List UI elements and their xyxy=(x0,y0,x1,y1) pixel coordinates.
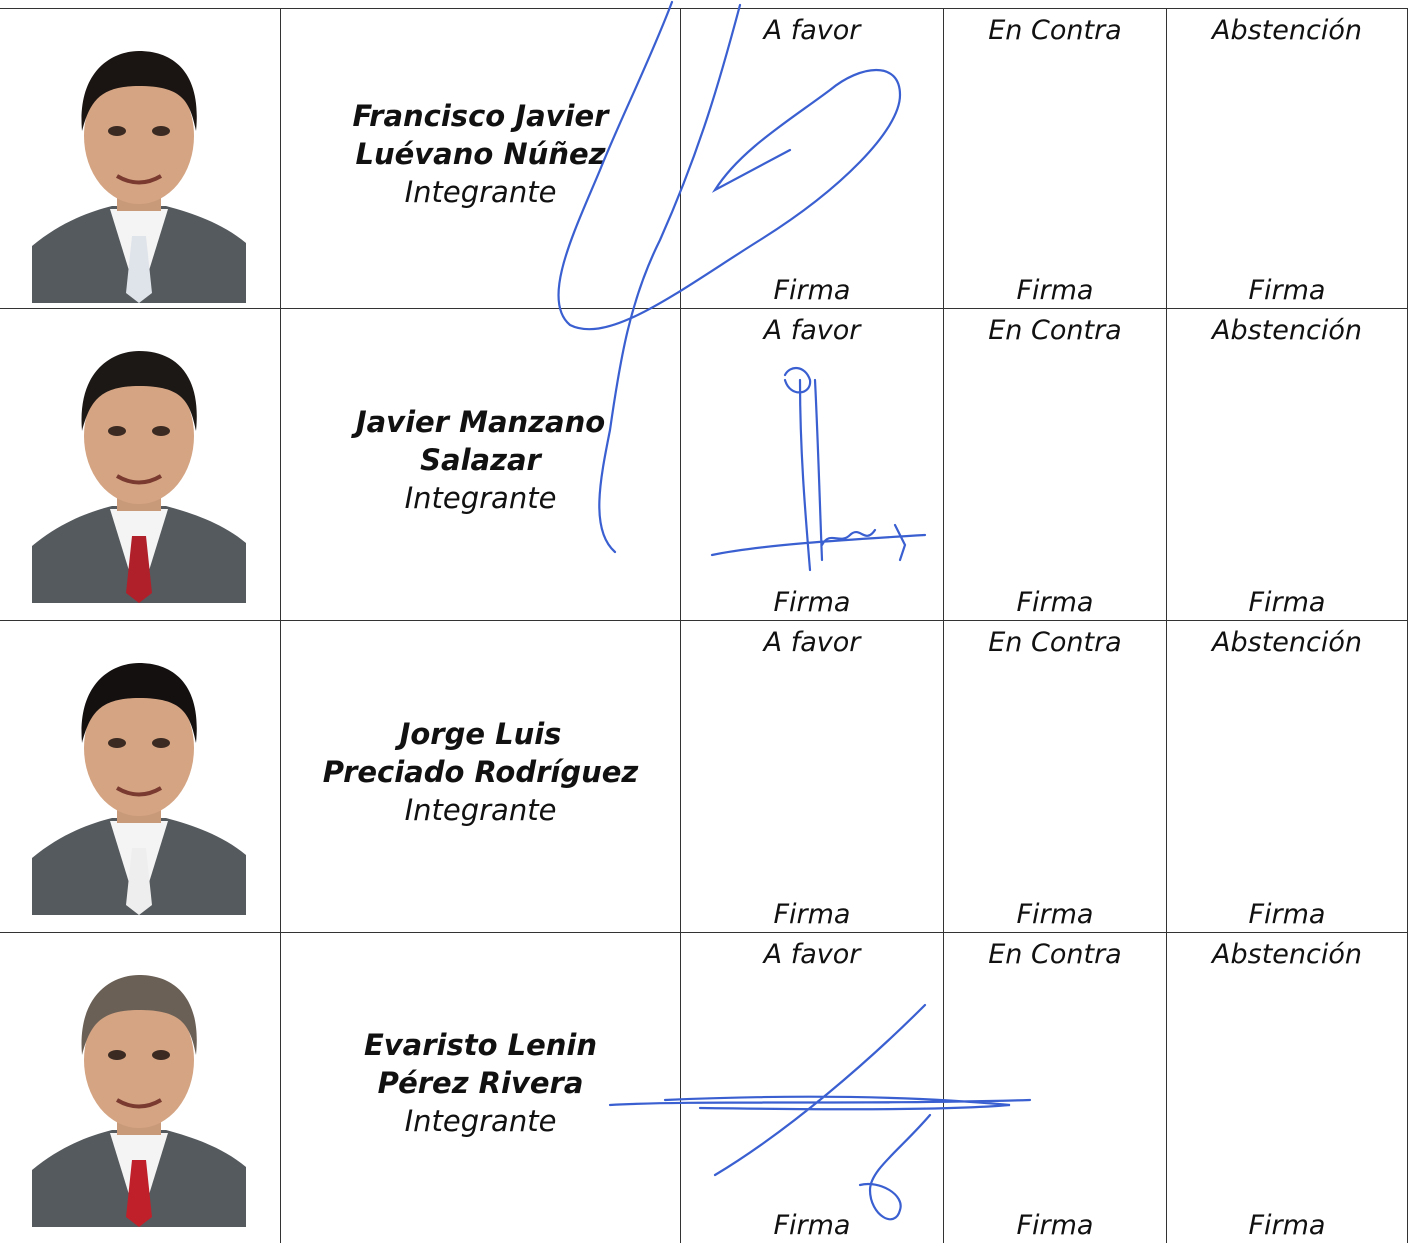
signature-label: Firma xyxy=(1248,899,1326,930)
member-name: Pérez Rivera xyxy=(377,1066,584,1100)
vote-option: En Contra xyxy=(988,627,1122,658)
vote-cell: A favor Firma xyxy=(680,308,943,620)
vote-option: Abstención xyxy=(1212,315,1362,346)
member-photo xyxy=(32,643,246,915)
member-name: Javier Manzano xyxy=(355,404,606,439)
name-cell: Jorge Luis Preciado Rodríguez Integrante xyxy=(280,620,680,932)
signature-label: Firma xyxy=(773,587,851,618)
photo-cell xyxy=(0,932,280,1243)
vote-cell: A favor Firma xyxy=(680,620,943,932)
signature-label: Firma xyxy=(1248,1210,1326,1241)
vote-cell: Abstención Firma xyxy=(1166,932,1408,1243)
member-photo xyxy=(32,331,246,603)
member-photo xyxy=(32,955,246,1227)
signature-label: Firma xyxy=(773,275,851,306)
vote-cell: En Contra Firma xyxy=(943,308,1166,620)
vote-cell: Abstención Firma xyxy=(1166,308,1408,620)
vote-option: A favor xyxy=(763,15,861,46)
name-cell: Javier Manzano Salazar Integrante xyxy=(280,308,680,620)
member-role: Integrante xyxy=(404,1104,557,1138)
member-name: Jorge Luis xyxy=(399,716,562,751)
member-role: Integrante xyxy=(404,480,557,515)
member-name: Luévano Núñez xyxy=(355,136,606,171)
signature-label: Firma xyxy=(1016,587,1094,618)
vote-option: En Contra xyxy=(988,315,1122,346)
signature-label: Firma xyxy=(773,899,851,930)
vote-cell: Abstención Firma xyxy=(1166,620,1408,932)
signature-label: Firma xyxy=(1016,1210,1094,1241)
member-name: Salazar xyxy=(420,442,541,477)
vote-option: Abstención xyxy=(1212,627,1362,658)
vote-cell: Abstención Firma xyxy=(1166,8,1408,308)
member-photo xyxy=(32,31,246,303)
vote-cell: A favor Firma xyxy=(680,932,943,1243)
vote-option: A favor xyxy=(763,627,861,658)
photo-cell xyxy=(0,308,280,620)
signature-label: Firma xyxy=(1016,275,1094,306)
member-name: Francisco Javier xyxy=(352,98,609,133)
photo-cell xyxy=(0,8,280,308)
vote-option: En Contra xyxy=(988,939,1122,970)
signature-label: Firma xyxy=(1016,899,1094,930)
name-cell: Evaristo Lenin Pérez Rivera Integrante xyxy=(280,932,680,1243)
vote-option: En Contra xyxy=(988,15,1122,46)
photo-cell xyxy=(0,620,280,932)
name-cell: Francisco Javier Luévano Núñez Integrante xyxy=(280,8,680,308)
member-name: Evaristo Lenin xyxy=(363,1028,598,1062)
vote-option: A favor xyxy=(763,939,861,970)
member-role: Integrante xyxy=(404,174,557,209)
vote-option: Abstención xyxy=(1212,15,1362,46)
vote-option: A favor xyxy=(763,315,861,346)
signature-label: Firma xyxy=(1248,275,1326,306)
vote-cell: En Contra Firma xyxy=(943,8,1166,308)
member-role: Integrante xyxy=(404,792,557,827)
signature-label: Firma xyxy=(773,1210,851,1241)
vote-cell: En Contra Firma xyxy=(943,932,1166,1243)
vote-option: Abstención xyxy=(1212,939,1362,970)
signature-label: Firma xyxy=(1248,587,1326,618)
member-name: Preciado Rodríguez xyxy=(322,754,639,789)
vote-cell: A favor Firma xyxy=(680,8,943,308)
vote-cell: En Contra Firma xyxy=(943,620,1166,932)
